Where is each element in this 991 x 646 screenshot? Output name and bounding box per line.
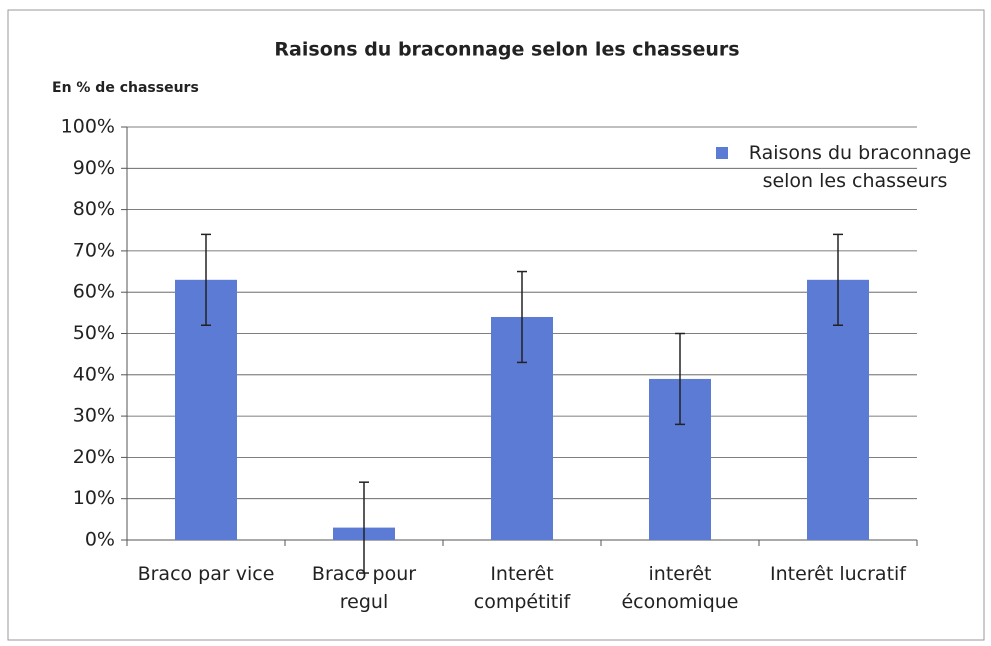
- y-tick-label: 10%: [73, 487, 115, 509]
- y-tick-label: 30%: [73, 405, 115, 427]
- y-tick-label: 60%: [73, 281, 115, 303]
- y-tick-label: 80%: [73, 198, 115, 220]
- x-tick-label: Interêt lucratif: [770, 563, 906, 585]
- x-tick-label: Braco par vice: [137, 563, 275, 585]
- legend-label: Raisons du braconnage selon les chasseur…: [748, 142, 972, 192]
- y-tick-label: 100%: [61, 116, 115, 138]
- y-tick-label: 20%: [73, 446, 115, 468]
- x-tick-label: interêt économique: [621, 563, 739, 613]
- chart-title: Raisons du braconnage selon les chasseur…: [274, 39, 739, 61]
- y-tick-label: 90%: [73, 157, 115, 179]
- chart-frame: [7, 9, 985, 641]
- x-tick-label: Interêt compétitif: [473, 563, 571, 613]
- y-tick-label: 70%: [73, 239, 115, 261]
- legend-swatch: [716, 147, 728, 159]
- y-axis-label: En % de chasseurs: [52, 80, 199, 96]
- y-tick-label: 50%: [73, 322, 115, 344]
- x-tick-label: Braco pour regul: [311, 563, 417, 613]
- y-tick-label: 40%: [73, 363, 115, 385]
- y-tick-label: 0%: [85, 529, 115, 551]
